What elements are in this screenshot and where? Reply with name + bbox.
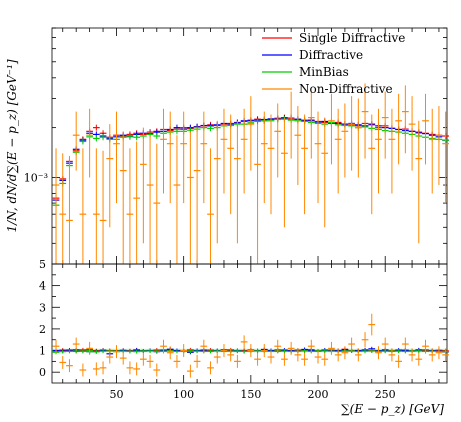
legend-label: Non-Diffractive: [299, 82, 393, 96]
legend-label: Single Diffractive: [299, 31, 405, 45]
ratio-plot-frame: [51, 263, 448, 384]
ratio-y-tick-label: 2: [39, 323, 46, 336]
legend-label: Diffractive: [299, 48, 363, 62]
ratio-y-tick-label: 1: [39, 345, 46, 358]
y-axis-label: 1/N, dN/d∑(E − p_z) [GeV⁻¹]: [5, 59, 19, 232]
ratio-y-tick-label: 0: [39, 366, 46, 379]
ratio-y-tick-label: 3: [39, 301, 46, 314]
x-tick-label: 250: [375, 388, 396, 401]
x-tick-label: 50: [109, 388, 123, 401]
y-tick-label: 10⁻³: [24, 171, 48, 184]
ratio-y-tick-label: 4: [39, 280, 46, 293]
ratio-panel: 0 1 2 3 4 5 50 100 150 200 250 ∑(E − p_z) [GeV]: [39, 258, 450, 416]
x-tick-label: 150: [240, 388, 261, 401]
ratio-series-non-diffractive: [52, 313, 450, 378]
x-axis-label: ∑(E − p_z) [GeV]: [341, 402, 444, 416]
x-tick-label: 100: [173, 388, 194, 401]
series-non-diffractive: [52, 83, 450, 264]
legend-label: MinBias: [299, 65, 349, 79]
main-panel: 10⁻³ Single Diffractive Diffractive MinBia…: [5, 27, 450, 265]
ratio-series-group: [52, 313, 450, 378]
x-tick-label: 200: [308, 388, 329, 401]
ratio-y-tick-label: 5: [39, 258, 46, 271]
legend: Single Diffractive Diffractive MinBias Non-…: [262, 31, 405, 96]
main-plot-frame: [51, 27, 448, 265]
ratio-axis-ticks: 0 1 2 3 4 5 50 100 150 200 250: [39, 258, 447, 401]
main-series-group: [52, 83, 450, 264]
main-axis-ticks: 10⁻³: [24, 27, 447, 265]
